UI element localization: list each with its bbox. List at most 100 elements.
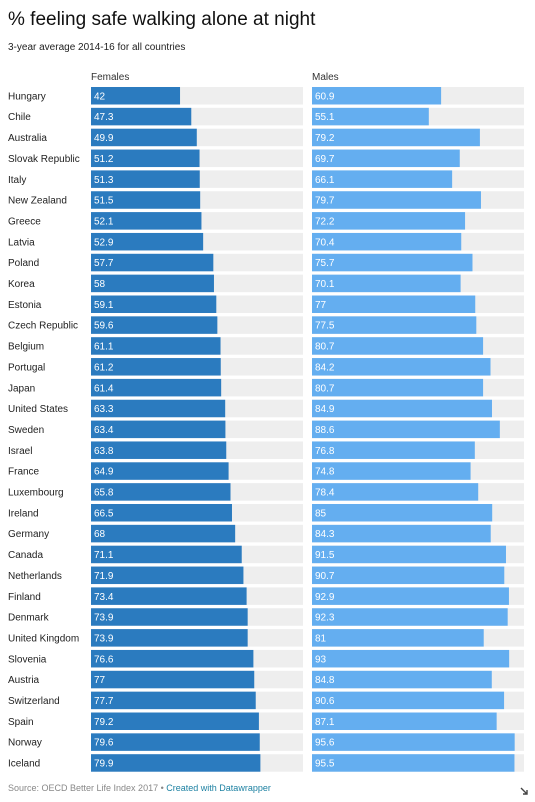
- female-bar: [91, 170, 200, 188]
- male-value-label: 78.4: [315, 488, 335, 499]
- category-label: Czech Republic: [8, 321, 78, 332]
- bar-chart: Hungary 42 60.9 Chile 47.3 55.1 Australia 49.9 7…: [8, 87, 524, 772]
- female-value-label: 61.1: [94, 342, 114, 353]
- male-value-label: 66.1: [315, 175, 335, 186]
- female-value-label: 51.2: [94, 154, 114, 165]
- category-label: Luxembourg: [8, 488, 64, 499]
- category-label: Latvia: [8, 237, 35, 248]
- female-bar: [91, 691, 256, 710]
- male-value-label: 80.7: [315, 383, 335, 394]
- male-value-label: 76.8: [315, 446, 335, 457]
- male-bar: [312, 253, 473, 272]
- male-value-label: 90.7: [315, 571, 335, 582]
- male-value-label: 88.6: [315, 425, 335, 436]
- source-note: Source: OECD Better Life Index 2017: [8, 783, 159, 793]
- female-bar: [91, 420, 226, 439]
- female-value-label: 71.9: [94, 571, 114, 582]
- female-bar: [91, 316, 218, 334]
- column-header-females: Females: [91, 72, 130, 83]
- male-bar: [312, 232, 462, 251]
- female-value-label: 52.9: [94, 237, 114, 248]
- male-bar: [312, 87, 442, 105]
- resize-icon[interactable]: [519, 786, 529, 796]
- female-bar: [91, 358, 221, 376]
- male-value-label: 69.7: [315, 154, 335, 165]
- category-label: Poland: [8, 258, 39, 269]
- female-bar: [91, 545, 242, 564]
- category-label: Sweden: [8, 425, 44, 436]
- male-value-label: 90.6: [315, 696, 335, 707]
- male-bar: [312, 170, 453, 188]
- female-bar: [91, 524, 236, 543]
- category-label: Germany: [8, 529, 49, 540]
- male-bar: [312, 462, 471, 480]
- male-bar: [312, 733, 515, 751]
- female-value-label: 61.2: [94, 362, 114, 373]
- female-bar: [91, 629, 248, 647]
- female-bar: [91, 566, 244, 585]
- male-bar: [312, 504, 493, 522]
- female-value-label: 76.6: [94, 654, 114, 665]
- female-value-label: 66.5: [94, 508, 114, 519]
- female-value-label: 77: [94, 675, 106, 686]
- female-bar: [91, 191, 201, 209]
- female-value-label: 68: [94, 529, 106, 540]
- male-bar: [312, 316, 477, 334]
- male-bar: [312, 378, 484, 397]
- male-value-label: 85: [315, 508, 327, 519]
- male-value-label: 60.9: [315, 91, 335, 102]
- male-bar: [312, 649, 510, 668]
- female-bar: [91, 232, 204, 251]
- female-bar: [91, 253, 214, 272]
- female-value-label: 47.3: [94, 112, 114, 123]
- male-bar: [312, 608, 508, 626]
- category-label: Slovak Republic: [8, 154, 80, 165]
- male-value-label: 72.2: [315, 216, 335, 227]
- category-label: Austria: [8, 675, 40, 686]
- male-value-label: 79.2: [315, 133, 335, 144]
- male-value-label: 75.7: [315, 258, 335, 269]
- male-bar: [312, 629, 484, 647]
- female-bar: [91, 608, 248, 626]
- category-label: Belgium: [8, 342, 44, 353]
- male-value-label: 77.5: [315, 321, 335, 332]
- female-bar: [91, 649, 254, 668]
- female-bar: [91, 87, 181, 105]
- male-bar: [312, 274, 461, 293]
- female-bar: [91, 107, 192, 126]
- footer-separator: •: [160, 783, 164, 793]
- female-value-label: 51.3: [94, 175, 114, 186]
- male-bar: [312, 107, 429, 126]
- category-label: Greece: [8, 216, 41, 227]
- female-bar: [91, 587, 247, 605]
- category-label: Norway: [8, 738, 42, 749]
- male-value-label: 81: [315, 633, 327, 644]
- male-bar: [312, 587, 509, 605]
- male-value-label: 84.3: [315, 529, 335, 540]
- male-bar: [312, 524, 491, 543]
- male-bar: [312, 483, 479, 501]
- category-label: Iceland: [8, 759, 40, 770]
- female-value-label: 58: [94, 279, 106, 290]
- female-bar: [91, 754, 261, 772]
- category-label: Spain: [8, 717, 34, 728]
- female-bar: [91, 378, 222, 397]
- male-value-label: 55.1: [315, 112, 335, 123]
- male-bar: [312, 670, 492, 689]
- male-value-label: 91.5: [315, 550, 335, 561]
- female-value-label: 77.7: [94, 696, 114, 707]
- datawrapper-credit-link[interactable]: Created with Datawrapper: [166, 783, 271, 793]
- male-value-label: 95.6: [315, 738, 335, 749]
- male-bar: [312, 399, 492, 418]
- male-value-label: 70.1: [315, 279, 335, 290]
- female-value-label: 51.5: [94, 196, 114, 207]
- female-bar: [91, 128, 197, 147]
- category-label: Canada: [8, 550, 43, 561]
- female-value-label: 63.3: [94, 404, 114, 415]
- male-value-label: 92.3: [315, 613, 335, 624]
- male-bar: [312, 441, 475, 459]
- female-value-label: 79.9: [94, 759, 114, 770]
- female-bar: [91, 149, 200, 168]
- male-bar: [312, 191, 481, 209]
- category-label: Chile: [8, 112, 31, 123]
